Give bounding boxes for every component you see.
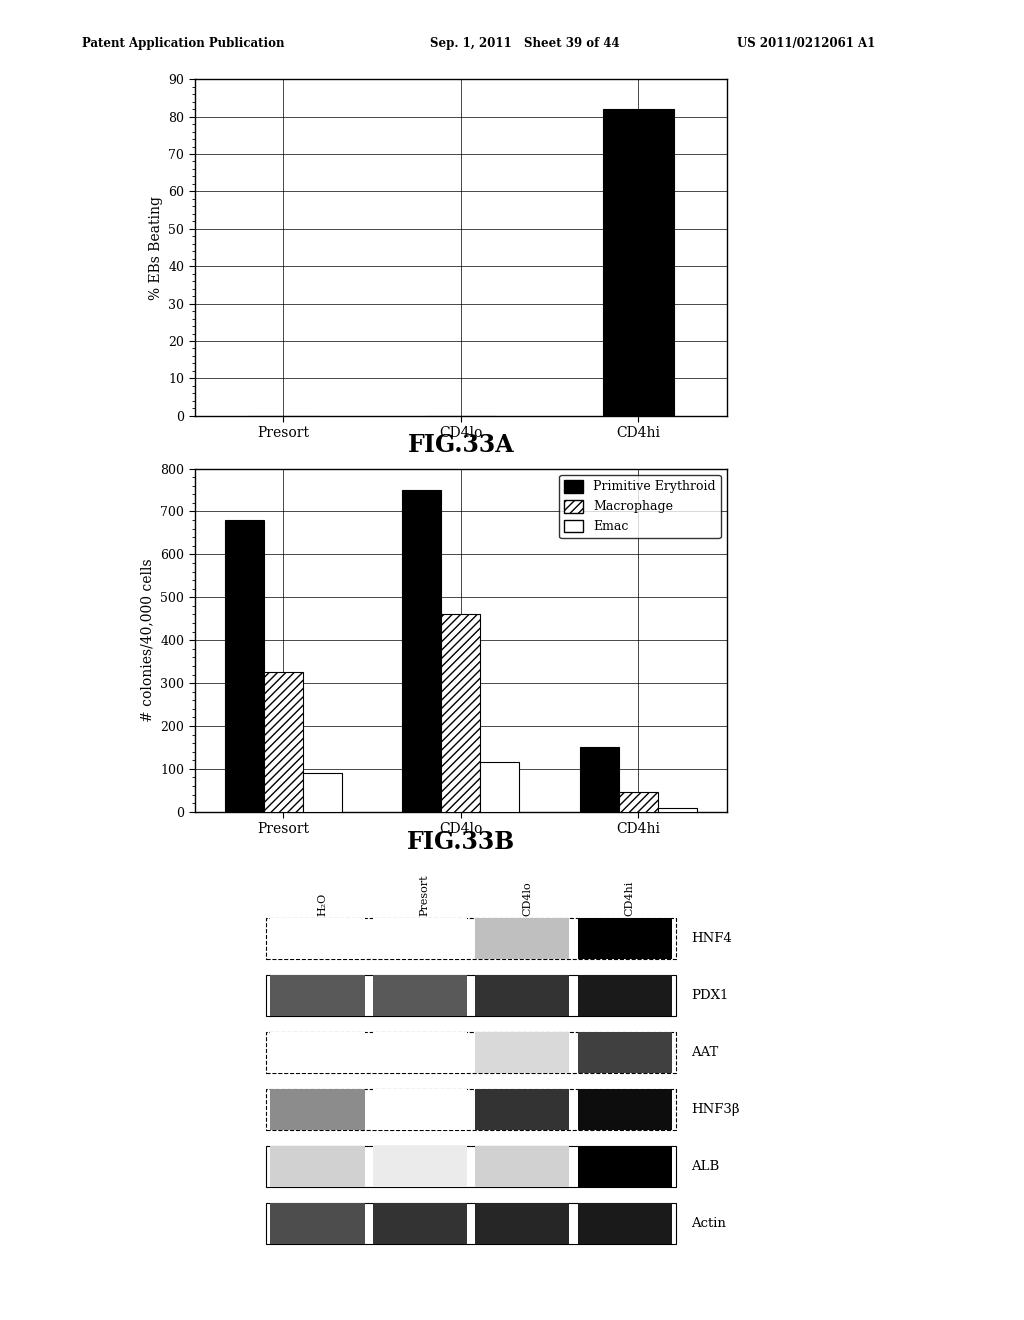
Bar: [266, 1032, 676, 1073]
Legend: Primitive Erythroid, Macrophage, Emac: Primitive Erythroid, Macrophage, Emac: [559, 475, 721, 539]
Bar: [303, 774, 342, 812]
Bar: [264, 672, 303, 812]
Bar: [475, 975, 569, 1016]
Bar: [266, 919, 676, 960]
Bar: [266, 1204, 676, 1245]
Bar: [373, 1204, 467, 1245]
Bar: [373, 1032, 467, 1073]
Bar: [270, 1089, 365, 1130]
Bar: [270, 919, 365, 960]
Bar: [266, 1089, 676, 1130]
Text: CD4lo: CD4lo: [522, 882, 532, 916]
Text: Presort: Presort: [420, 874, 430, 916]
Bar: [270, 1204, 365, 1245]
Bar: [578, 1089, 672, 1130]
Text: Sep. 1, 2011   Sheet 39 of 44: Sep. 1, 2011 Sheet 39 of 44: [430, 37, 620, 50]
Bar: [266, 975, 676, 1016]
Text: HNF4: HNF4: [691, 932, 732, 945]
Bar: [475, 1089, 569, 1130]
Bar: [578, 975, 672, 1016]
Bar: [224, 520, 264, 812]
Bar: [580, 747, 618, 812]
Text: H₂O: H₂O: [317, 892, 328, 916]
Text: FIG.33A: FIG.33A: [408, 433, 514, 457]
Bar: [270, 1032, 365, 1073]
Bar: [373, 1146, 467, 1188]
Bar: [270, 975, 365, 1016]
Text: Actin: Actin: [691, 1217, 726, 1230]
Text: HNF3β: HNF3β: [691, 1104, 739, 1117]
Bar: [475, 1204, 569, 1245]
Text: Patent Application Publication: Patent Application Publication: [82, 37, 285, 50]
Text: AAT: AAT: [691, 1047, 719, 1059]
Bar: [402, 490, 441, 812]
Bar: [578, 1204, 672, 1245]
Bar: [475, 919, 569, 960]
Bar: [270, 1146, 365, 1188]
Bar: [603, 110, 674, 416]
Bar: [266, 1146, 676, 1188]
Y-axis label: % EBs Beating: % EBs Beating: [148, 195, 163, 300]
Bar: [373, 1089, 467, 1130]
Y-axis label: # colonies/40,000 cells: # colonies/40,000 cells: [140, 558, 155, 722]
Text: FIG.33B: FIG.33B: [407, 830, 515, 854]
Text: CD4hi: CD4hi: [625, 880, 635, 916]
Bar: [578, 919, 672, 960]
Bar: [441, 615, 480, 812]
Bar: [578, 1032, 672, 1073]
Bar: [657, 808, 697, 812]
Bar: [373, 975, 467, 1016]
Bar: [373, 919, 467, 960]
Bar: [578, 1146, 672, 1188]
Bar: [618, 792, 657, 812]
Bar: [480, 763, 519, 812]
Bar: [475, 1032, 569, 1073]
Text: ALB: ALB: [691, 1160, 720, 1173]
Text: PDX1: PDX1: [691, 989, 728, 1002]
Text: US 2011/0212061 A1: US 2011/0212061 A1: [737, 37, 876, 50]
Bar: [475, 1146, 569, 1188]
